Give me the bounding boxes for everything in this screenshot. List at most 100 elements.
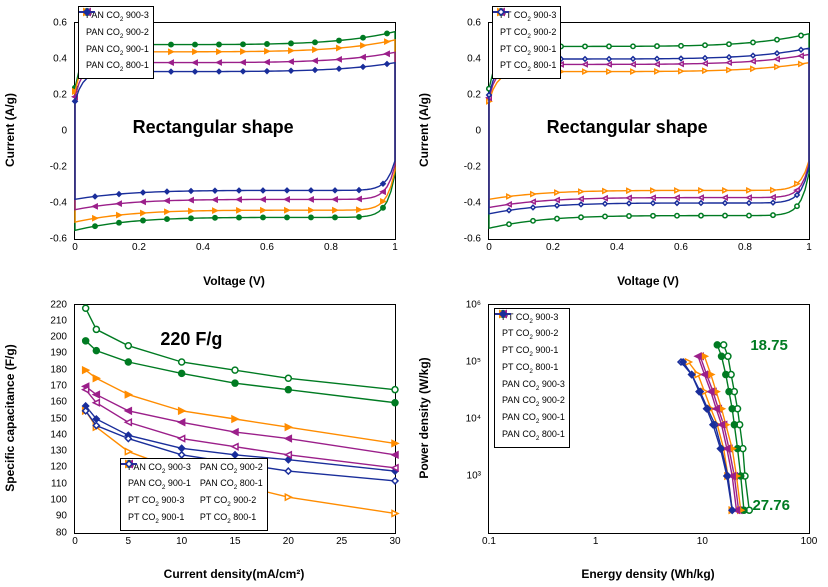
marker-icon xyxy=(125,342,131,348)
marker-icon xyxy=(655,57,659,61)
marker-icon xyxy=(285,435,291,441)
marker-icon xyxy=(799,54,803,58)
marker-icon xyxy=(726,388,732,394)
marker-icon xyxy=(679,44,683,48)
marker-icon xyxy=(189,189,193,193)
marker-icon xyxy=(237,197,241,201)
marker-icon xyxy=(313,68,317,72)
marker-icon xyxy=(531,205,535,209)
marker-icon xyxy=(357,197,361,201)
marker-icon xyxy=(723,188,727,192)
marker-icon xyxy=(285,208,289,212)
marker-icon xyxy=(169,50,173,54)
x-tick: 0.4 xyxy=(610,242,624,253)
marker-icon xyxy=(313,40,317,44)
marker-icon xyxy=(309,197,313,201)
marker-icon xyxy=(361,43,365,47)
marker-icon xyxy=(751,53,755,57)
marker-icon xyxy=(703,56,707,60)
y-tick: -0.4 xyxy=(464,198,481,209)
marker-icon xyxy=(165,199,169,203)
y-tick: 100 xyxy=(50,494,67,505)
marker-icon xyxy=(651,201,655,205)
marker-icon xyxy=(385,52,389,56)
marker-icon xyxy=(241,42,245,46)
marker-icon xyxy=(699,201,703,205)
marker-icon xyxy=(232,443,238,449)
marker-icon xyxy=(507,208,511,212)
marker-icon xyxy=(531,200,535,204)
x-tick: 15 xyxy=(229,536,240,547)
x-tick: 0.6 xyxy=(260,242,274,253)
marker-icon xyxy=(385,39,389,43)
marker-icon xyxy=(627,196,631,200)
marker-icon xyxy=(289,48,293,52)
marker-icon xyxy=(703,61,707,65)
marker-icon xyxy=(189,216,193,220)
marker-icon xyxy=(179,407,185,413)
marker-icon xyxy=(721,341,727,347)
marker-icon xyxy=(125,359,131,365)
marker-icon xyxy=(361,55,365,59)
marker-icon xyxy=(751,40,755,44)
marker-icon xyxy=(261,197,265,201)
legend-item: PAN CO2 800-1 xyxy=(499,428,565,445)
marker-icon xyxy=(771,188,775,192)
marker-icon xyxy=(213,208,217,212)
marker-icon xyxy=(213,198,217,202)
marker-icon xyxy=(675,201,679,205)
marker-icon xyxy=(555,190,559,194)
marker-icon xyxy=(392,399,398,405)
y-tick: 90 xyxy=(56,511,67,522)
series-line xyxy=(86,340,395,402)
annotation-text: 220 F/g xyxy=(160,329,222,350)
marker-icon xyxy=(703,43,707,47)
marker-icon xyxy=(237,188,241,192)
x-tick: 0.2 xyxy=(132,242,146,253)
marker-icon xyxy=(285,386,291,392)
marker-icon xyxy=(631,57,635,61)
y-tick: 0.4 xyxy=(467,54,481,65)
marker-icon xyxy=(265,69,269,73)
x-tick: 25 xyxy=(336,536,347,547)
annotation-text: Rectangular shape xyxy=(547,117,708,138)
legend: PT CO2 900-3PT CO2 900-2PT CO2 900-1PT C… xyxy=(494,308,570,448)
marker-icon xyxy=(747,188,751,192)
marker-icon xyxy=(699,213,703,217)
marker-icon xyxy=(701,371,707,377)
legend-item: PT CO2 800-1 xyxy=(497,59,556,76)
y-tick: 0 xyxy=(61,126,67,137)
y-axis-label: Current (A/g) xyxy=(417,93,431,167)
marker-icon xyxy=(73,99,77,103)
marker-icon xyxy=(392,451,398,457)
marker-icon xyxy=(117,213,121,217)
marker-icon xyxy=(169,42,173,46)
y-tick: 110 xyxy=(51,478,67,489)
y-tick: -0.6 xyxy=(50,234,67,245)
marker-icon xyxy=(714,341,720,347)
marker-icon xyxy=(651,188,655,192)
y-tick: 10⁴ xyxy=(466,413,481,424)
marker-icon xyxy=(309,208,313,212)
marker-icon xyxy=(603,189,607,193)
marker-icon xyxy=(708,388,714,394)
marker-icon xyxy=(775,57,779,61)
marker-icon xyxy=(751,59,755,63)
marker-icon xyxy=(265,49,269,53)
marker-icon xyxy=(679,62,683,66)
marker-icon xyxy=(179,445,185,451)
marker-icon xyxy=(699,188,703,192)
marker-icon xyxy=(193,42,197,46)
marker-icon xyxy=(333,208,337,212)
marker-icon xyxy=(727,60,731,64)
x-axis-label: Voltage (V) xyxy=(203,274,265,288)
marker-icon xyxy=(795,193,799,197)
marker-icon xyxy=(723,201,727,205)
marker-icon xyxy=(727,68,731,72)
marker-icon xyxy=(747,195,751,199)
marker-icon xyxy=(607,57,611,61)
marker-icon xyxy=(337,46,341,50)
marker-icon xyxy=(531,219,535,223)
annotation-text: 18.75 xyxy=(750,337,788,354)
marker-icon xyxy=(603,202,607,206)
